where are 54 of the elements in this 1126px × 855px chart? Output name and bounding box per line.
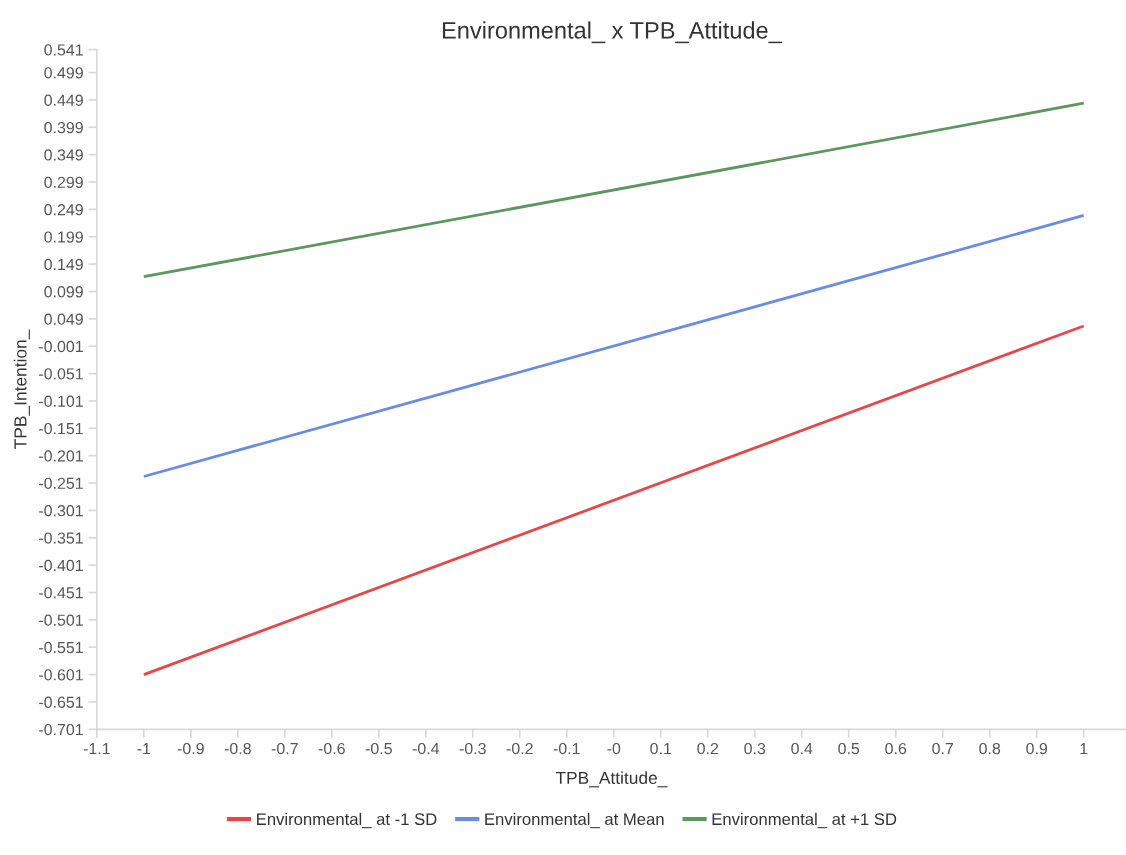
x-tick-label: -0.2 — [506, 742, 533, 755]
y-tick-label: -0.151 — [39, 422, 83, 435]
x-tick-label: 0.1 — [650, 742, 672, 755]
y-tick-label: 0.449 — [44, 94, 83, 106]
x-axis-title: TPB_Attitude_ — [555, 771, 668, 788]
x-tick-label: -0.9 — [177, 742, 204, 755]
x-tick-label: 0.2 — [697, 742, 719, 755]
y-tick-label: 0.399 — [44, 121, 83, 134]
y-tick-label: -0.201 — [39, 450, 83, 462]
y-tick-label: -0.501 — [39, 614, 83, 626]
x-tick-label: 0.3 — [744, 742, 766, 755]
chart-title: Environmental_ x TPB_Attitude_ — [442, 21, 783, 44]
y-tick-label: -0.251 — [39, 477, 83, 489]
legend-label: Environmental_ at +1 SD — [712, 812, 897, 829]
y-tick-label: -0.301 — [39, 505, 83, 517]
x-tick-label: -0 — [607, 742, 621, 755]
x-tick-label: -0.1 — [553, 742, 580, 755]
y-tick-label: 0.049 — [44, 313, 83, 325]
y-tick-label: 0.499 — [44, 67, 83, 79]
x-tick-label: -0.7 — [271, 742, 298, 755]
y-tick-label: -0.601 — [39, 669, 83, 681]
x-tick-label: -0.3 — [459, 742, 486, 755]
y-tick-label: -0.651 — [39, 696, 83, 708]
y-tick-label: -0.551 — [39, 641, 83, 654]
x-tick-label: -0.5 — [365, 742, 392, 755]
y-tick-label: 0.099 — [44, 286, 83, 298]
x-tick-label: 0.5 — [838, 742, 860, 755]
x-tick-label: 0.8 — [979, 742, 1001, 755]
y-tick-label: -0.051 — [39, 368, 83, 380]
x-tick-label: 1 — [1080, 743, 1088, 755]
x-tick-label: -0.4 — [412, 742, 440, 755]
y-tick-label: -0.701 — [39, 723, 83, 736]
x-tick-label: -1.1 — [83, 743, 110, 755]
x-tick-label: -0.6 — [318, 742, 345, 755]
y-axis-title: TPB_Intention_ — [13, 329, 30, 449]
x-tick-label: -0.8 — [224, 742, 251, 755]
y-tick-label: 0.299 — [44, 176, 83, 188]
y-tick-label: -0.101 — [39, 395, 83, 407]
x-tick-label: 0.9 — [1026, 742, 1048, 755]
legend-label: Environmental_ at -1 SD — [257, 812, 437, 829]
y-tick-label: -0.451 — [39, 587, 83, 599]
y-tick-label: 0.249 — [44, 204, 83, 216]
y-tick-label: -0.401 — [39, 559, 83, 572]
y-tick-label: 0.149 — [44, 258, 83, 271]
y-tick-label: 0.541 — [44, 44, 83, 56]
x-tick-label: -1 — [137, 743, 151, 755]
x-tick-label: 0.4 — [791, 742, 813, 755]
y-tick-label: 0.199 — [44, 231, 83, 243]
legend-label: Environmental_ at Mean — [485, 812, 664, 829]
y-tick-label: -0.351 — [39, 532, 83, 544]
x-tick-label: 0.7 — [932, 742, 954, 755]
y-tick-label: 0.349 — [44, 149, 83, 161]
y-tick-label: -0.001 — [39, 340, 83, 353]
x-tick-label: 0.6 — [885, 742, 907, 755]
